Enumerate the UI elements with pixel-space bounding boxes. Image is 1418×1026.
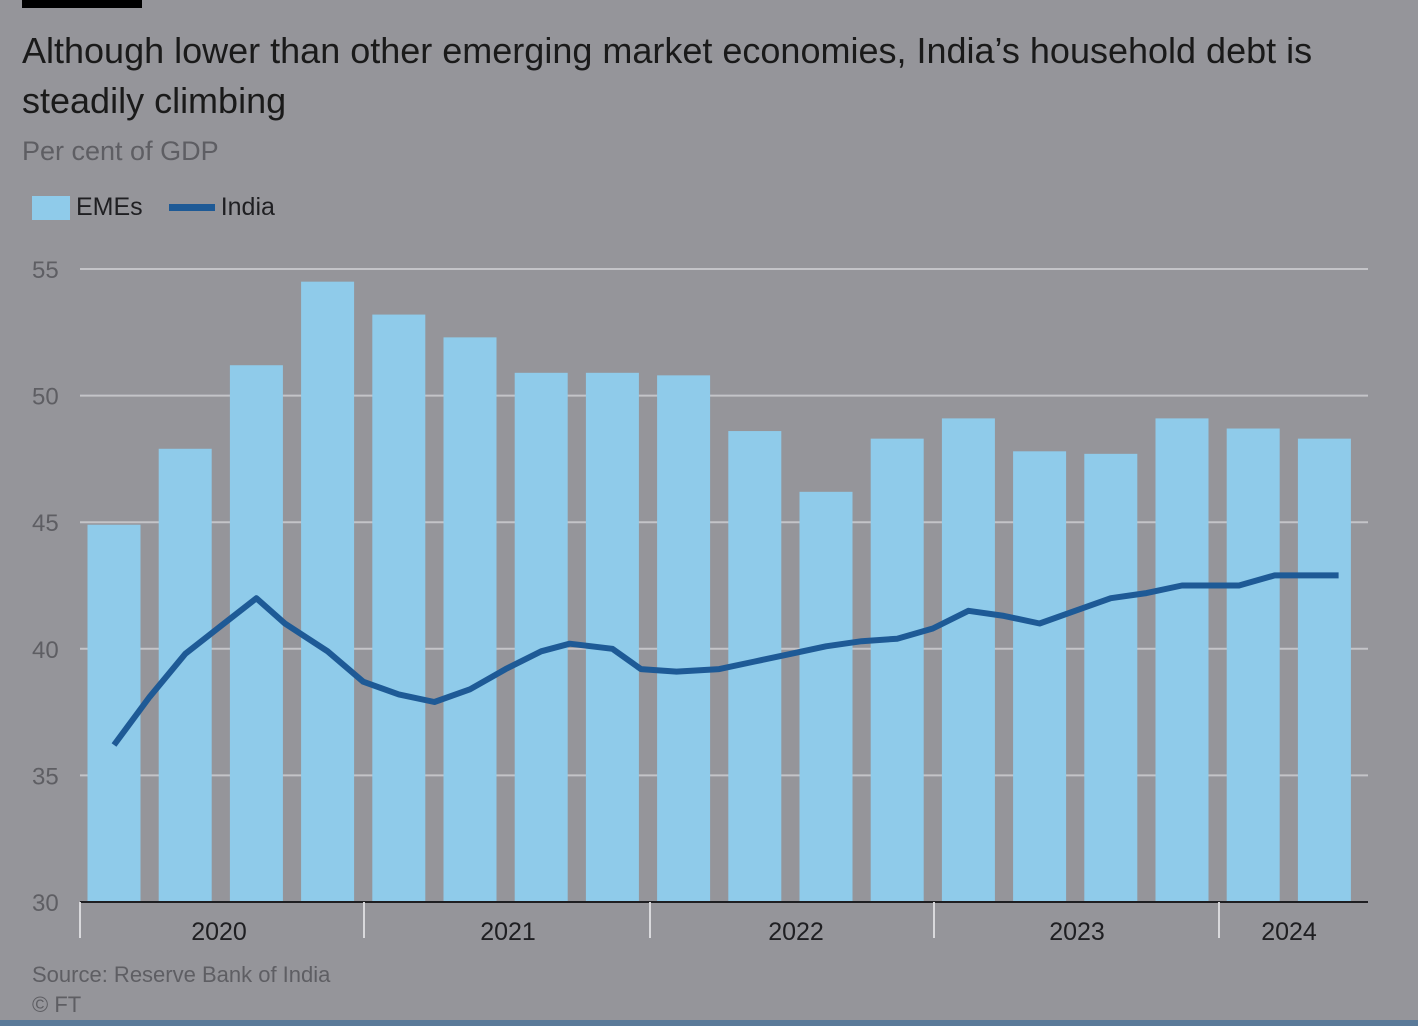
x-tick-label-2023: 2023 bbox=[1049, 918, 1105, 946]
bar-2023-q4 bbox=[1155, 418, 1209, 902]
legend-line-swatch bbox=[168, 204, 215, 211]
bar-2021-q4 bbox=[585, 372, 639, 902]
top-rule bbox=[22, 0, 142, 8]
legend-bar-swatch bbox=[32, 195, 70, 220]
bar-2021-q1 bbox=[372, 314, 426, 902]
y-tick-layer: 30 35 40 45 50 55 bbox=[32, 257, 59, 917]
bar-2023-q2 bbox=[1013, 451, 1067, 902]
bar-2022-q4 bbox=[870, 438, 924, 902]
bar-2023-q3 bbox=[1084, 453, 1138, 902]
legend: EMEs India bbox=[32, 193, 275, 222]
india-line bbox=[111, 572, 1339, 747]
legend-label-emes: EMEs bbox=[76, 193, 143, 221]
x-tick-label-2021: 2021 bbox=[480, 918, 536, 946]
x-tick-label-2024: 2024 bbox=[1261, 918, 1317, 946]
bar-2021-q3 bbox=[514, 372, 568, 902]
y-tick-label: 30 bbox=[32, 890, 59, 917]
x-tick-label-2020: 2020 bbox=[191, 918, 247, 946]
chart-subtitle: Per cent of GDP bbox=[22, 136, 219, 166]
bar-2020-q3 bbox=[229, 365, 283, 902]
bar-2020-q1 bbox=[87, 524, 141, 902]
chart-title: Although lower than other emerging marke… bbox=[22, 30, 1313, 121]
legend-label-india: India bbox=[220, 193, 275, 221]
y-tick-label: 50 bbox=[32, 384, 59, 411]
bar-2024-q2 bbox=[1297, 438, 1351, 902]
bottom-strip bbox=[0, 1020, 1418, 1026]
bar-2023-q1 bbox=[941, 418, 995, 902]
bar-2022-q1 bbox=[657, 375, 711, 902]
line-layer bbox=[111, 572, 1339, 747]
chart-area: 30 35 40 45 50 55 2020 2021 2022 2023 2024 bbox=[32, 257, 1368, 946]
copyright-note: © FT bbox=[32, 992, 82, 1017]
y-tick-label: 40 bbox=[32, 637, 59, 664]
bar-2020-q4 bbox=[301, 281, 355, 902]
bar-2022-q3 bbox=[799, 491, 853, 902]
y-tick-label: 35 bbox=[32, 763, 59, 790]
x-tick-label-2022: 2022 bbox=[768, 918, 824, 946]
grid-layer bbox=[80, 268, 1368, 777]
bar-2024-q1 bbox=[1226, 428, 1280, 902]
footer: Source: Reserve Bank of India © FT bbox=[32, 960, 330, 1020]
y-tick-label: 55 bbox=[32, 257, 59, 284]
bar-layer bbox=[87, 281, 1351, 902]
x-axis-layer: 2020 2021 2022 2023 2024 bbox=[79, 901, 1368, 946]
bar-2021-q2 bbox=[443, 337, 497, 902]
source-note: Source: Reserve Bank of India bbox=[32, 962, 331, 987]
y-tick-label: 45 bbox=[32, 510, 59, 537]
